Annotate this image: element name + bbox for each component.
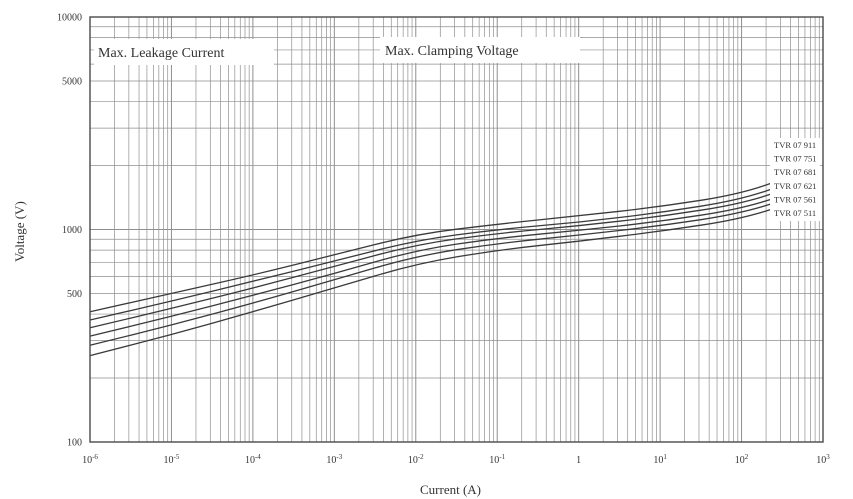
annotation-leakage: Max. Leakage Current [98, 46, 224, 61]
series-line-tvr-07-621 [89, 189, 799, 337]
plot-frame [89, 16, 824, 443]
x-axis-label: Current (A) [420, 482, 481, 497]
y-axis-label: Voltage (V) [12, 201, 27, 262]
y-tick-labels: 100 500 1000 5000 10000 [57, 13, 82, 449]
series-lines [89, 172, 799, 357]
series-line-tvr-07-681 [89, 184, 799, 329]
series-line-tvr-07-911 [89, 172, 799, 313]
series-line-tvr-07-751 [89, 178, 799, 321]
annotation-clamping-bg [380, 37, 580, 63]
legend-entry: TVR 07 511 [774, 208, 816, 218]
y-tick-label: 10000 [57, 13, 82, 24]
series-line-tvr-07-511 [89, 199, 799, 357]
y-tick-label: 1000 [62, 225, 82, 236]
grid [89, 17, 823, 443]
y-tick-label: 500 [67, 289, 82, 300]
annotation-leakage-bg [94, 39, 274, 65]
legend: TVR 07 911 TVR 07 751 TVR 07 681 TVR 07 621… [774, 140, 817, 218]
legend-entry: TVR 07 681 [774, 167, 817, 177]
legend-entry: TVR 07 751 [774, 154, 817, 164]
x-tick-label: 1 [576, 455, 581, 466]
y-tick-label: 5000 [62, 76, 82, 87]
legend-entry: TVR 07 621 [774, 181, 817, 191]
annotation-clamping: Max. Clamping Voltage [385, 44, 519, 59]
legend-bg [770, 138, 820, 221]
y-tick-label: 100 [67, 438, 82, 449]
series-line-tvr-07-561 [89, 194, 799, 346]
legend-entry: TVR 07 911 [774, 140, 816, 150]
legend-entry: TVR 07 561 [774, 194, 817, 204]
